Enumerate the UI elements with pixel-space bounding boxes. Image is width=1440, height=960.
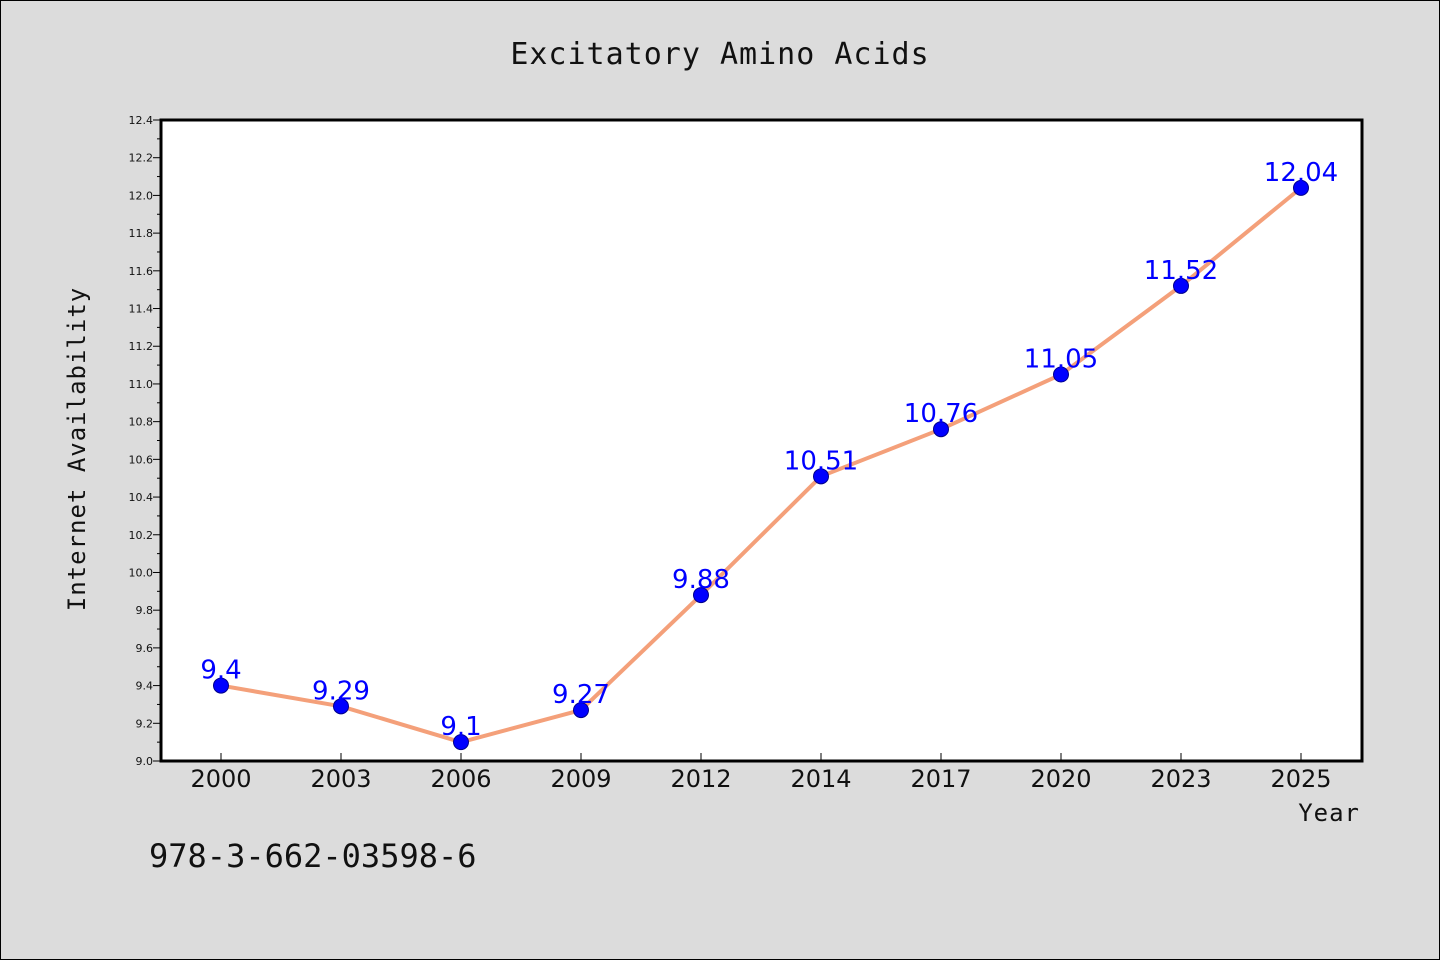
data-label: 9.29	[312, 676, 370, 706]
x-axis: 2000 2003 2006 2009 2012 2014 2017 2020 2023 2025	[190, 753, 1332, 793]
series-line	[220, 186, 1303, 745]
x-tick-label: 2012	[670, 765, 731, 793]
data-label: 11.05	[1024, 345, 1098, 375]
y-tick-label: 11.6	[129, 265, 154, 278]
y-tick-label: 9.0	[136, 755, 154, 768]
isbn-text: 978-3-662-03598-6	[149, 837, 477, 875]
y-tick-label: 9.2	[136, 717, 154, 730]
data-point-marker	[573, 702, 589, 719]
data-label: 9.88	[672, 565, 730, 595]
y-tick-label: 9.6	[136, 642, 154, 655]
data-point-marker	[333, 698, 349, 715]
y-tick-label: 10.4	[129, 491, 154, 504]
x-tick-label: 2006	[430, 765, 491, 793]
y-tick-label: 12.2	[129, 152, 154, 165]
y-tick-label: 11.8	[129, 227, 154, 240]
y-tick-label: 9.8	[136, 604, 154, 617]
x-tick-label: 2014	[790, 765, 851, 793]
y-tick-label: 12.0	[129, 189, 154, 202]
data-label: 9.27	[552, 680, 610, 710]
data-point-marker	[813, 468, 829, 485]
x-tick-label: 2017	[910, 765, 971, 793]
y-tick-label: 11.2	[129, 340, 154, 353]
x-tick-label: 2020	[1030, 765, 1091, 793]
x-tick-label: 2009	[550, 765, 611, 793]
y-tick-label: 10.2	[129, 529, 154, 542]
data-markers	[213, 179, 1309, 751]
x-axis-label: Year	[1298, 799, 1360, 827]
data-point-marker	[933, 421, 949, 438]
chart-title: Excitatory Amino Acids	[510, 37, 929, 72]
x-tick-label: 2003	[310, 765, 371, 793]
plot-area	[159, 118, 1364, 763]
data-point-marker	[1053, 366, 1069, 383]
x-tick-label: 2023	[1150, 765, 1211, 793]
data-label: 10.76	[904, 399, 978, 429]
data-label: 9.1	[440, 712, 481, 742]
y-tick-label: 11.4	[129, 303, 154, 316]
data-labels: 9.4 9.29 9.1 9.27 9.88 10.51 10.76 11.05 11.52 12…	[200, 158, 1338, 742]
x-tick-label: 2025	[1270, 765, 1331, 793]
y-tick-label: 12.4	[129, 114, 154, 127]
y-axis: 9.0 9.2 9.4 9.6 9.8 10.0 10.2 10.4 10.6 10.8 11.0 1…	[129, 114, 161, 768]
data-label: 12.04	[1264, 158, 1338, 188]
y-axis-label: Internet Availability	[63, 287, 91, 611]
data-label: 9.4	[200, 656, 241, 686]
data-point-marker	[693, 587, 709, 604]
data-label: 10.51	[784, 446, 858, 476]
y-tick-label: 10.0	[129, 566, 154, 579]
y-tick-label: 11.0	[129, 378, 154, 391]
x-tick-label: 2000	[190, 765, 251, 793]
y-tick-label: 10.8	[129, 416, 154, 429]
y-tick-label: 10.6	[129, 453, 154, 466]
data-point-marker	[213, 677, 229, 694]
data-label: 11.52	[1144, 256, 1218, 286]
data-point-marker	[453, 734, 469, 751]
y-tick-label: 9.4	[136, 680, 154, 693]
data-point-marker	[1293, 179, 1309, 196]
data-point-marker	[1173, 277, 1189, 294]
